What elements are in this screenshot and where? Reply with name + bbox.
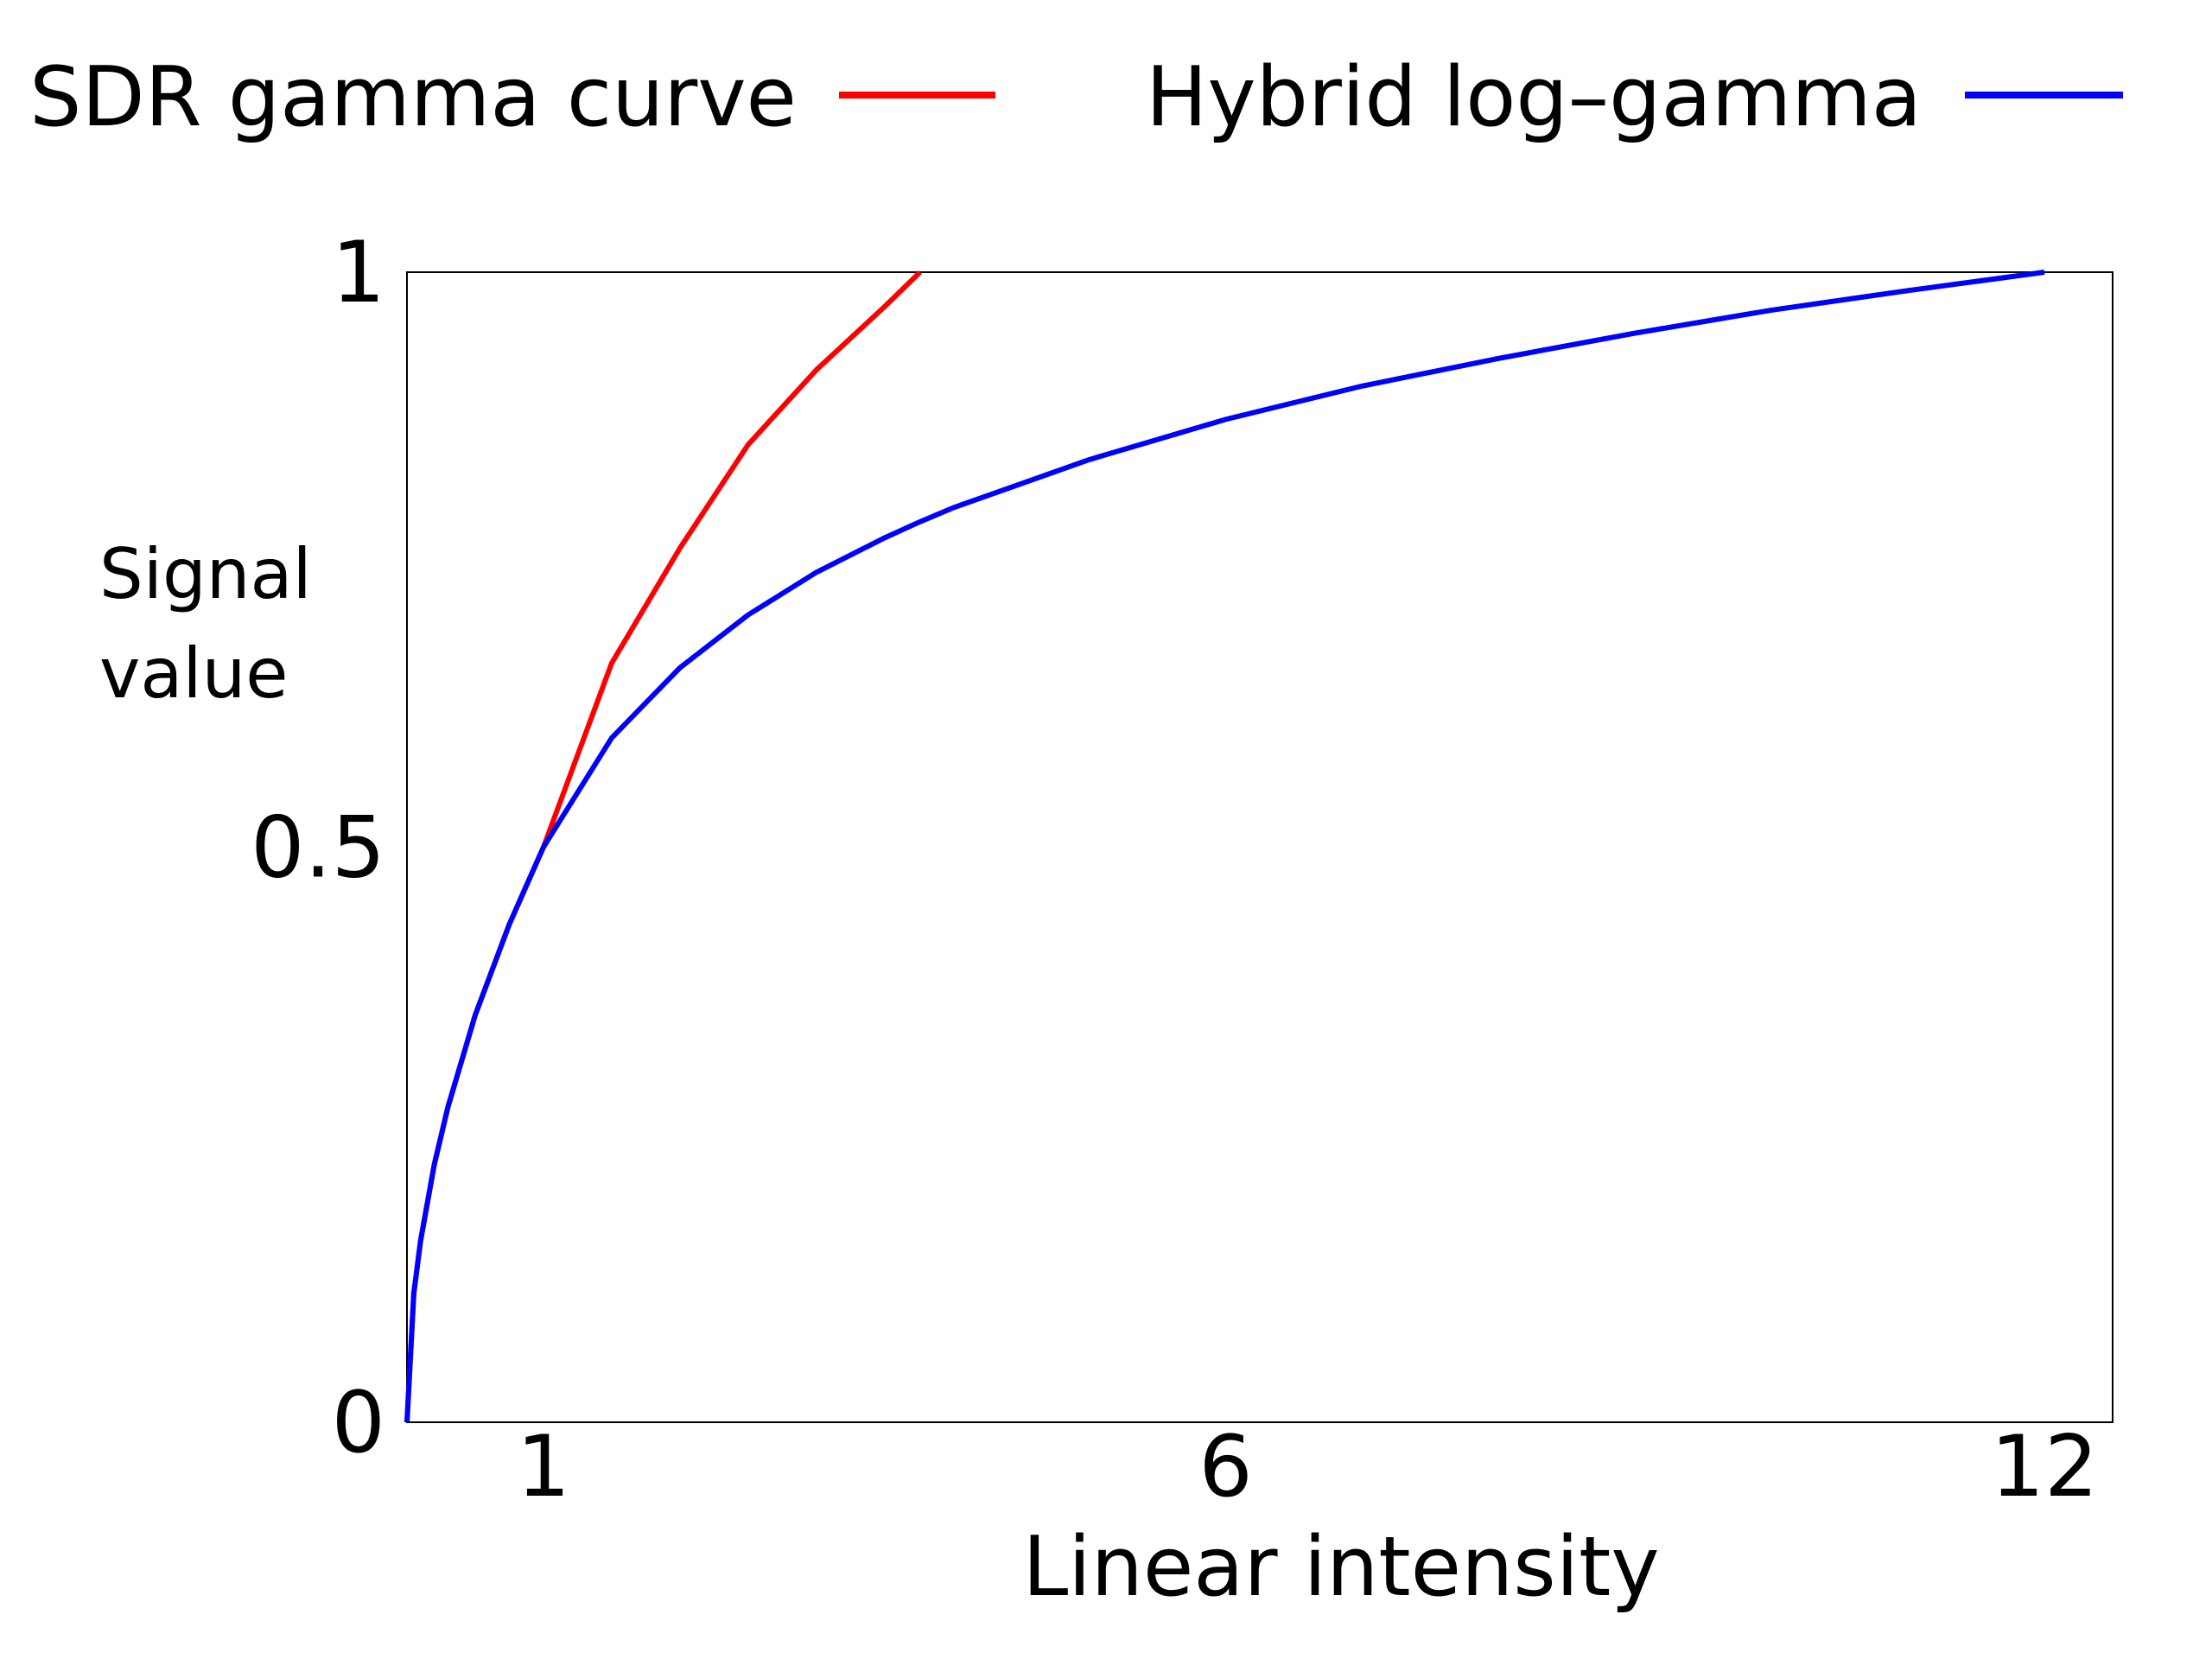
- x-tick-label: 6: [1198, 1418, 1252, 1516]
- x-tick-label: 12: [1991, 1418, 2099, 1516]
- y-tick-label: 0.5: [251, 799, 385, 898]
- x-axis-label: Linear intensity: [1022, 1520, 1659, 1615]
- y-axis-label: value: [99, 633, 289, 714]
- plot-frame: [406, 271, 2113, 1423]
- x-tick-label: 1: [517, 1418, 570, 1516]
- y-tick-label: 0: [332, 1374, 385, 1472]
- legend-label: Hybrid log–gamma: [1146, 50, 1922, 145]
- y-axis-label: Signal: [99, 534, 312, 614]
- legend-label: SDR gamma curve: [29, 50, 797, 145]
- line-series: [404, 270, 2045, 1423]
- y-tick-label: 1: [332, 224, 385, 322]
